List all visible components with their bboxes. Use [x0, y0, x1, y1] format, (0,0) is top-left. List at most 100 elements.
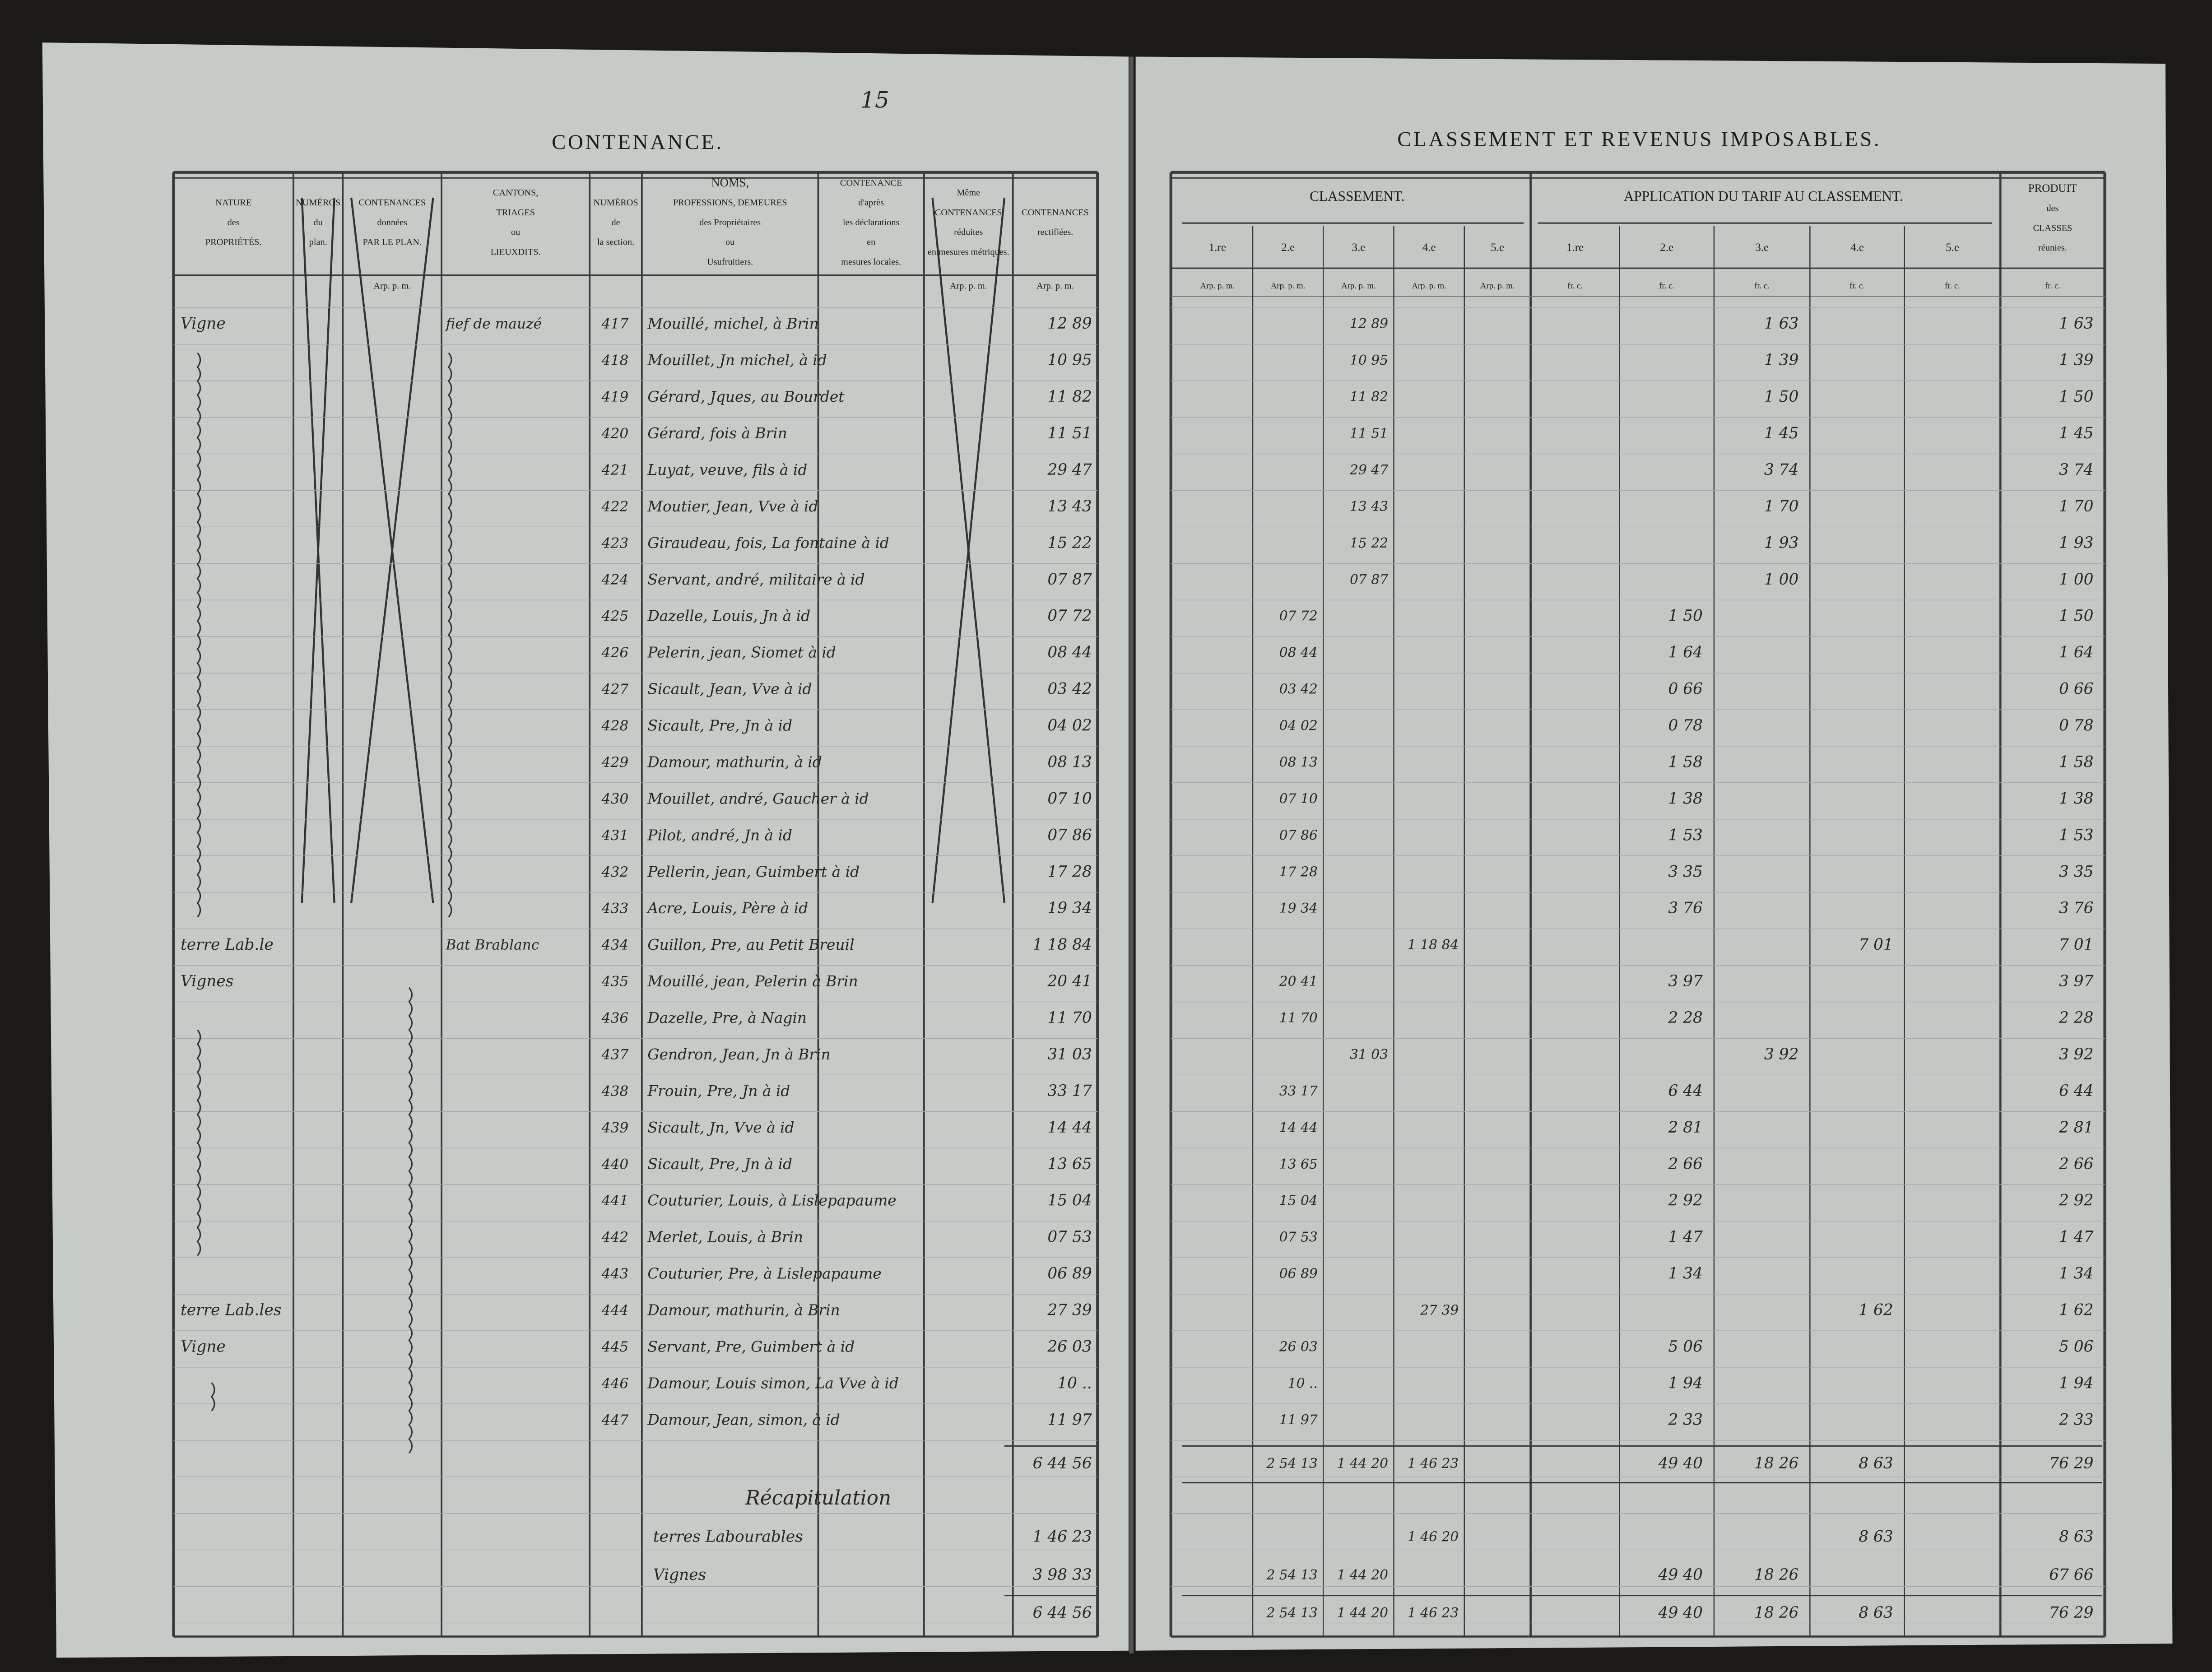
class-area: 1 46 20 — [1408, 1528, 1459, 1544]
canton: fief de mauzé — [445, 316, 542, 332]
tariff-amount: 1 00 — [1764, 571, 1799, 589]
canton: Bat Brablanc — [446, 937, 539, 953]
recap-label: terres Labourables — [653, 1528, 803, 1546]
area: 6 44 56 — [1033, 1454, 1092, 1472]
ditto-mark — [408, 987, 413, 1454]
tariff-amount: 3 92 — [1764, 1045, 1799, 1064]
column-header: ou — [725, 237, 734, 247]
section-number: 446 — [601, 1375, 629, 1392]
column-header: la section. — [597, 237, 634, 247]
tariff-amount: 0 66 — [1668, 680, 1703, 698]
tariff-amount: 49 40 — [1658, 1566, 1702, 1584]
area: 10 .. — [1057, 1374, 1092, 1392]
class-area: 1 46 23 — [1408, 1605, 1459, 1621]
section-number: 444 — [601, 1302, 629, 1319]
tariff-amount: 7 01 — [1859, 936, 1893, 954]
unit-label: Arp. p. m. — [1412, 281, 1446, 291]
unit-label: Arp. p. m. — [1480, 281, 1515, 291]
owner-name: Dazelle, Pre, à Nagin — [647, 1009, 807, 1026]
section-number: 420 — [601, 426, 629, 442]
unit-label: Arp. p. m. — [950, 281, 987, 291]
product: 1 45 — [2059, 424, 2094, 442]
class-area: 20 41 — [1279, 973, 1318, 989]
owner-name: Damour, mathurin, à Brin — [647, 1301, 840, 1319]
owner-name: Acre, Louis, Père à id — [646, 900, 808, 917]
tariff-amount: 1 64 — [1668, 644, 1703, 662]
area: 29 47 — [1047, 461, 1092, 479]
section-number: 439 — [601, 1119, 629, 1136]
area: 14 44 — [1047, 1119, 1092, 1137]
class-area: 14 44 — [1279, 1119, 1318, 1135]
section-number: 427 — [601, 681, 629, 697]
area: 10 95 — [1047, 351, 1092, 369]
column-header: des Propriétaires — [699, 218, 761, 228]
product: 67 66 — [2049, 1566, 2093, 1584]
section-number: 438 — [601, 1083, 629, 1099]
page-number: 15 — [860, 87, 889, 113]
tariff-amount: 1 70 — [1764, 497, 1799, 516]
product: 2 33 — [2059, 1411, 2094, 1429]
owner-name: Merlet, Louis, à Brin — [647, 1229, 803, 1246]
product: 2 66 — [2059, 1155, 2094, 1173]
class-area: 06 89 — [1279, 1266, 1318, 1282]
owner-name: Gendron, Jean, Jn à Brin — [647, 1046, 830, 1063]
class-area: 13 43 — [1350, 498, 1388, 514]
product: 1 39 — [2059, 351, 2094, 369]
rulings — [172, 171, 2106, 1638]
unit-label: Arp. p. m. — [373, 281, 411, 291]
tariff-amount: 2 81 — [1668, 1119, 1703, 1137]
section-number: 435 — [601, 974, 629, 990]
area: 06 89 — [1047, 1265, 1092, 1283]
product: 1 38 — [2059, 790, 2094, 808]
area: 6 44 56 — [1033, 1604, 1092, 1622]
class-area: 1 18 84 — [1408, 937, 1459, 952]
column-header: PROPRIÉTÉS. — [205, 237, 262, 247]
unit-label: Arp. p. m. — [1200, 281, 1235, 291]
owner-name: Damour, Jean, simon, à id — [647, 1411, 840, 1428]
tariff-amount: 1 63 — [1764, 315, 1799, 333]
class-area: 27 39 — [1420, 1302, 1459, 1318]
right-title: CLASSEMENT ET REVENUS IMPOSABLES. — [1397, 128, 1881, 151]
product: 2 28 — [2059, 1009, 2094, 1027]
product: 1 50 — [2059, 388, 2094, 406]
column-header: données — [377, 218, 407, 228]
product: 6 44 — [2059, 1082, 2094, 1100]
owner-name: Pelerin, jean, Siomet à id — [647, 644, 836, 661]
section-number: 419 — [601, 389, 629, 405]
class-area: 29 47 — [1349, 462, 1388, 478]
column-header: NUMÉROS — [593, 197, 638, 208]
class-area: 07 87 — [1350, 571, 1388, 587]
class-header: 2.e — [1281, 242, 1295, 254]
tariff-amount: 1 94 — [1668, 1374, 1703, 1392]
section-number: 425 — [601, 608, 629, 624]
section-number: 432 — [601, 864, 629, 880]
tariff-amount: 3 97 — [1668, 972, 1703, 990]
area: 03 42 — [1047, 680, 1092, 698]
class-area: 07 10 — [1279, 790, 1318, 806]
column-header: NUMÉROS — [296, 197, 340, 208]
class-area: 11 97 — [1279, 1412, 1318, 1427]
class-area: 10 .. — [1288, 1375, 1318, 1391]
owner-name: Servant, Pre, Guimbert à id — [647, 1338, 855, 1355]
section-number: 426 — [601, 645, 629, 661]
tariff-amount: 8 63 — [1859, 1454, 1893, 1472]
entries: NATURE des PROPRIÉTÉS. NUMÉROS du plan. CONTEN… — [181, 176, 2094, 1622]
nature: Vignes — [181, 972, 233, 990]
owner-name: Pilot, andré, Jn à id — [647, 827, 792, 844]
class-area: 11 51 — [1350, 425, 1388, 441]
column-header: d'après — [858, 198, 884, 208]
owner-name: Mouillet, Jn michel, à id — [647, 352, 827, 369]
section-number: 442 — [601, 1229, 629, 1245]
product: 3 92 — [2059, 1045, 2094, 1064]
area: 15 04 — [1047, 1192, 1092, 1210]
ditto-mark — [196, 352, 201, 918]
column-header: CONTENANCES — [358, 198, 426, 208]
owner-name: Sicault, Jean, Vve à id — [647, 681, 812, 698]
class-area: 19 34 — [1279, 900, 1318, 916]
class-area: 11 82 — [1350, 389, 1388, 404]
tariff-amount: 49 40 — [1658, 1454, 1702, 1472]
unit-label: Arp. p. m. — [1341, 281, 1376, 291]
owner-name: Mouillé, jean, Pelerin à Brin — [647, 973, 858, 990]
class-header: 2.e — [1660, 242, 1673, 254]
